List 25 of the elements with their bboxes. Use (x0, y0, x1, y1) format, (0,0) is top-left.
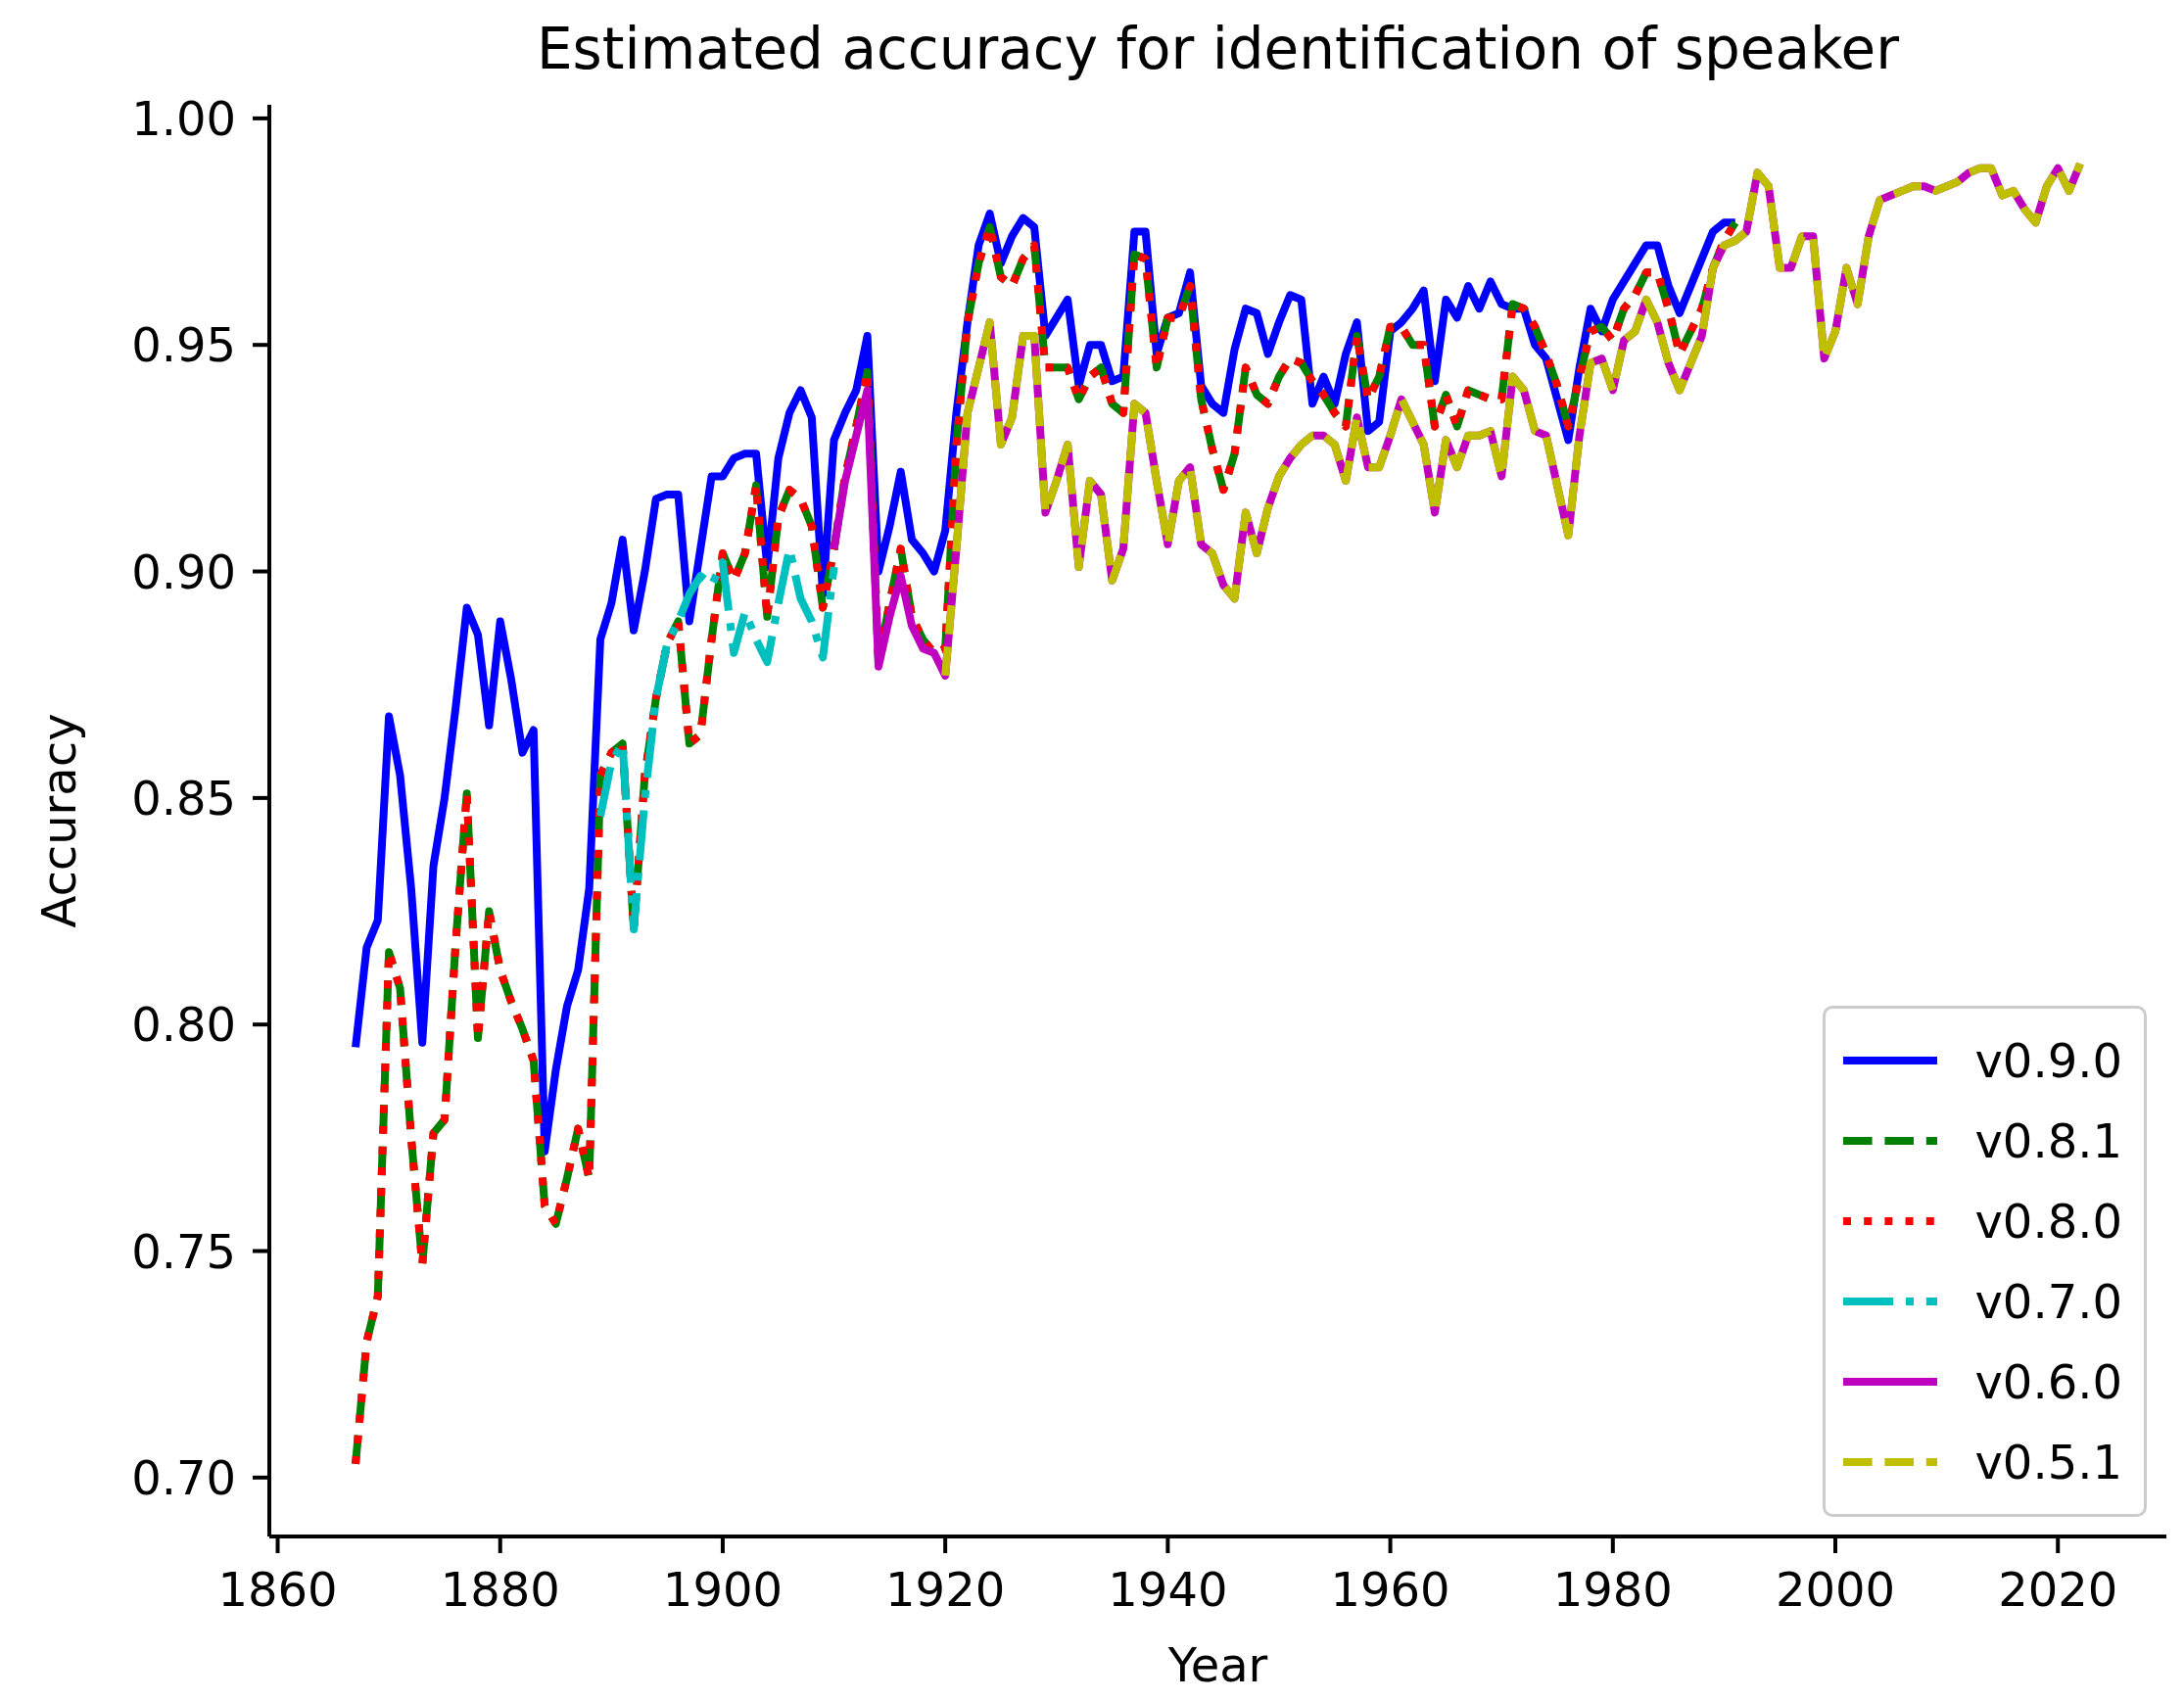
x-tick-label: 1900 (662, 1562, 783, 1618)
legend-label: v0.6.0 (1974, 1354, 2122, 1409)
x-tick-label: 1980 (1552, 1562, 1673, 1618)
y-tick-label: 0.70 (131, 1449, 236, 1505)
x-tick-label: 1940 (1108, 1562, 1228, 1618)
y-tick-label: 0.95 (131, 317, 236, 373)
x-tick-label: 1880 (440, 1562, 560, 1618)
chart-title: Estimated accuracy for identification of speaker (535, 16, 1901, 82)
x-tick-label: 1860 (217, 1562, 338, 1618)
y-tick-label: 0.80 (131, 997, 236, 1053)
legend-label: v0.9.0 (1974, 1033, 2122, 1088)
y-tick-label: 0.90 (131, 543, 236, 599)
y-tick-label: 1.00 (131, 90, 236, 146)
x-tick-label: 1960 (1330, 1562, 1450, 1618)
x-tick-label: 2020 (1998, 1562, 2118, 1618)
x-tick-label: 1920 (885, 1562, 1006, 1618)
y-tick-label: 0.85 (131, 770, 236, 826)
legend-label: v0.5.1 (1974, 1435, 2122, 1489)
legend-label: v0.8.0 (1974, 1194, 2122, 1249)
y-axis-title: Accuracy (31, 713, 86, 928)
x-axis-title: Year (1166, 1637, 1269, 1692)
legend-label: v0.7.0 (1974, 1274, 2122, 1329)
y-tick-label: 0.75 (131, 1223, 236, 1279)
legend-label: v0.8.1 (1974, 1113, 2122, 1168)
x-tick-label: 2000 (1775, 1562, 1896, 1618)
